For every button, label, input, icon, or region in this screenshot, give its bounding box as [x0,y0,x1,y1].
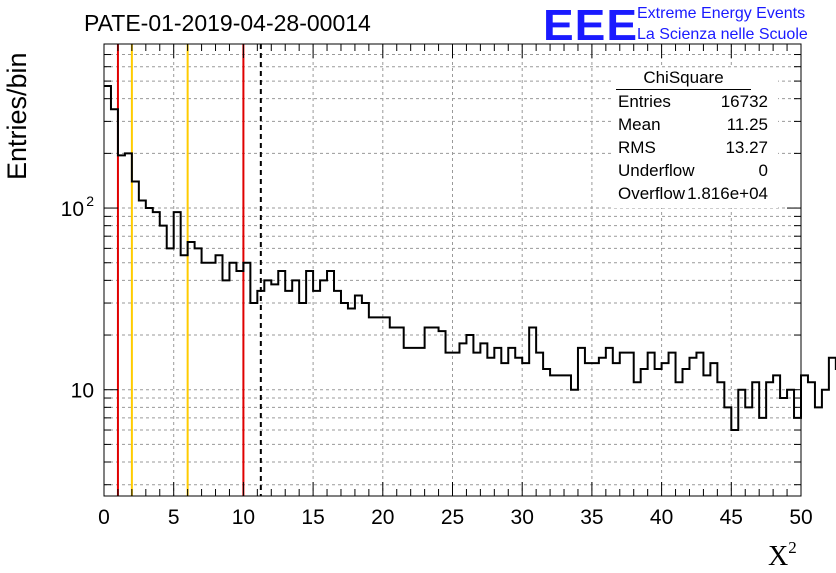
y-tick-label: 10 [61,198,84,221]
stats-row-overflow: Overflow 1.816e+04 [618,184,768,203]
x-tick-label: 40 [650,506,673,529]
logo-line-1: Extreme Energy Events [637,5,806,22]
marker-lines [116,44,262,496]
logo-line-2: La Scienza nelle Scuole [637,26,808,43]
x-tick-label: 45 [720,506,743,529]
y-tick-exponent: 2 [86,193,94,209]
stats-row-entries: Entries 16732 [618,92,768,111]
eee-logo: EEE Extreme Energy Events La Scienza nel… [543,0,808,50]
histogram-series [104,84,836,432]
plot-title: PATE-01-2019-04-28-00014 [84,10,371,36]
histogram-line [104,84,836,432]
x-tick-label: 20 [371,506,394,529]
y-axis-label: Entries/bin [2,52,32,180]
stats-box: ChiSquare Entries 16732 Mean 11.25 RMS 1… [611,68,778,208]
stats-row-underflow: Underflow 0 [618,161,768,180]
x-tick-label: 25 [441,506,464,529]
x-tick-label: 0 [98,506,110,529]
stats-row-rms: RMS 13.27 [618,138,768,157]
stats-row-mean: Mean 11.25 [618,115,768,134]
grid-layer [104,43,801,496]
y-tick-label: 10 [71,380,94,403]
x-tick-label: 10 [232,506,255,529]
x-tick-label: 5 [168,506,180,529]
x-tick-label: 35 [580,506,603,529]
x-tick-label: 15 [301,506,324,529]
eee-logo-mark: EEE [543,0,639,50]
stats-title: ChiSquare [616,68,751,90]
x-axis-label: X2 [768,538,797,572]
x-tick-label: 50 [789,506,812,529]
x-tick-label: 30 [511,506,534,529]
